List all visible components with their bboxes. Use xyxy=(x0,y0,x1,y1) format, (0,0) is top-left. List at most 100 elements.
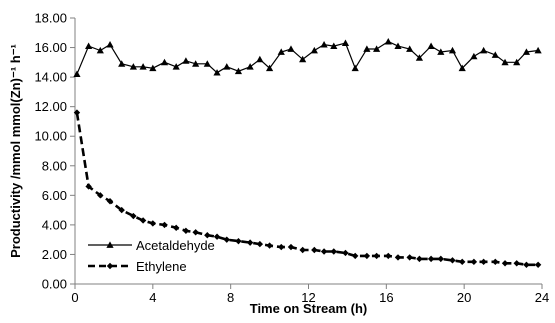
data-point-acetaldehyde xyxy=(192,60,200,67)
y-ticks: 0.00 2.00 4.00 6.00 8.00 10.00 12.00 14.00 16.00… xyxy=(34,11,75,292)
data-point-acetaldehyde xyxy=(513,58,521,66)
data-point-ethylene xyxy=(385,252,392,260)
data-point-ethylene xyxy=(299,246,306,254)
data-point-acetaldehyde xyxy=(73,70,81,78)
data-point-ethylene xyxy=(287,243,295,251)
y-tick-label: 2.00 xyxy=(42,247,67,262)
data-point-acetaldehyde xyxy=(106,41,114,48)
data-point-acetaldehyde xyxy=(256,55,264,63)
data-point-acetaldehyde xyxy=(277,48,285,55)
data-point-acetaldehyde xyxy=(491,51,499,58)
y-tick-label: 6.00 xyxy=(42,188,67,203)
x-tick-label: 0 xyxy=(71,290,78,305)
data-point-ethylene xyxy=(149,220,157,227)
legend-marker-diamond xyxy=(106,262,114,270)
data-point-acetaldehyde xyxy=(160,58,169,66)
legend-item-ethylene: Ethylene xyxy=(88,259,187,274)
data-point-acetaldehyde xyxy=(265,64,274,72)
data-point-acetaldehyde xyxy=(182,57,190,64)
data-point-acetaldehyde xyxy=(149,64,157,72)
data-point-ethylene xyxy=(161,221,168,229)
data-point-ethylene xyxy=(342,249,349,257)
x-axis-title: Time on Stream (h) xyxy=(250,301,368,316)
x-tick-label: 4 xyxy=(149,290,156,305)
y-axis-title: Productivity /mmol mmol(Zn)⁻¹ h⁻¹ xyxy=(8,44,23,258)
x-tick-label: 12 xyxy=(301,290,315,305)
data-point-ethylene xyxy=(513,260,520,267)
data-point-acetaldehyde xyxy=(480,46,488,54)
data-point-acetaldehyde xyxy=(363,45,371,52)
data-point-ethylene xyxy=(352,252,359,260)
data-point-ethylene xyxy=(373,252,380,260)
data-point-acetaldehyde xyxy=(118,60,126,67)
data-point-acetaldehyde xyxy=(139,63,147,70)
data-point-acetaldehyde xyxy=(406,45,414,52)
data-point-ethylene xyxy=(363,252,371,260)
data-point-acetaldehyde xyxy=(213,69,221,76)
data-point-acetaldehyde xyxy=(351,64,359,72)
data-point-ethylene xyxy=(172,224,180,232)
data-point-ethylene xyxy=(311,246,318,254)
data-point-acetaldehyde xyxy=(427,42,435,49)
data-point-acetaldehyde xyxy=(448,46,457,54)
y-tick-label: 8.00 xyxy=(42,158,67,173)
data-point-ethylene xyxy=(97,192,104,199)
y-tick-label: 18.00 xyxy=(34,11,67,26)
series-ethylene xyxy=(73,109,542,268)
axes: 0.00 2.00 4.00 6.00 8.00 10.00 12.00 14.00 16.00… xyxy=(34,11,549,306)
data-point-ethylene xyxy=(449,257,456,264)
legend-marker-triangle xyxy=(106,241,114,248)
data-point-acetaldehyde xyxy=(394,42,402,49)
data-point-ethylene xyxy=(406,254,413,261)
data-point-acetaldehyde xyxy=(384,38,392,45)
legend-label-ethylene: Ethylene xyxy=(136,259,187,274)
data-point-ethylene xyxy=(256,240,264,248)
data-point-ethylene xyxy=(118,206,125,214)
x-tick-label: 8 xyxy=(227,290,234,305)
data-point-ethylene xyxy=(192,229,199,236)
data-point-ethylene xyxy=(501,260,509,267)
data-point-acetaldehyde xyxy=(203,60,211,67)
data-point-acetaldehyde xyxy=(310,46,318,54)
data-point-acetaldehyde xyxy=(246,63,254,70)
data-point-ethylene xyxy=(394,254,402,261)
x-tick-label: 20 xyxy=(457,290,471,305)
data-point-ethylene xyxy=(85,183,92,190)
data-point-ethylene xyxy=(266,242,273,249)
data-point-acetaldehyde xyxy=(330,42,338,49)
data-point-ethylene xyxy=(106,198,114,205)
y-tick-label: 0.00 xyxy=(42,277,67,292)
data-point-ethylene xyxy=(330,248,337,255)
legend-item-acetaldehyde: Acetaldehyde xyxy=(88,238,215,253)
y-tick-label: 4.00 xyxy=(42,217,67,232)
series-line-acetaldehyde xyxy=(76,40,539,75)
data-point-ethylene xyxy=(416,255,423,263)
data-point-ethylene xyxy=(130,212,137,220)
y-tick-label: 14.00 xyxy=(34,70,67,85)
data-point-acetaldehyde xyxy=(341,39,350,47)
data-point-acetaldehyde xyxy=(415,54,424,61)
data-point-ethylene xyxy=(204,232,211,239)
data-point-ethylene xyxy=(459,258,466,266)
data-point-ethylene xyxy=(523,261,530,268)
data-point-ethylene xyxy=(320,248,328,255)
data-point-acetaldehyde xyxy=(299,55,307,63)
data-point-ethylene xyxy=(534,261,542,268)
x-ticks: 0 4 8 12 16 20 24 xyxy=(71,284,549,305)
data-point-ethylene xyxy=(223,236,230,243)
data-point-ethylene xyxy=(492,258,499,266)
data-point-acetaldehyde xyxy=(287,45,295,52)
y-tick-label: 16.00 xyxy=(34,40,67,55)
data-point-ethylene xyxy=(278,243,285,251)
data-point-acetaldehyde xyxy=(501,58,509,66)
series-layer xyxy=(73,38,542,268)
data-point-ethylene xyxy=(480,258,487,266)
data-point-acetaldehyde xyxy=(470,52,478,60)
series-acetaldehyde xyxy=(73,38,542,78)
data-point-ethylene xyxy=(73,109,81,116)
data-point-ethylene xyxy=(139,217,147,224)
x-tick-label: 16 xyxy=(379,290,393,305)
data-point-ethylene xyxy=(213,233,221,240)
